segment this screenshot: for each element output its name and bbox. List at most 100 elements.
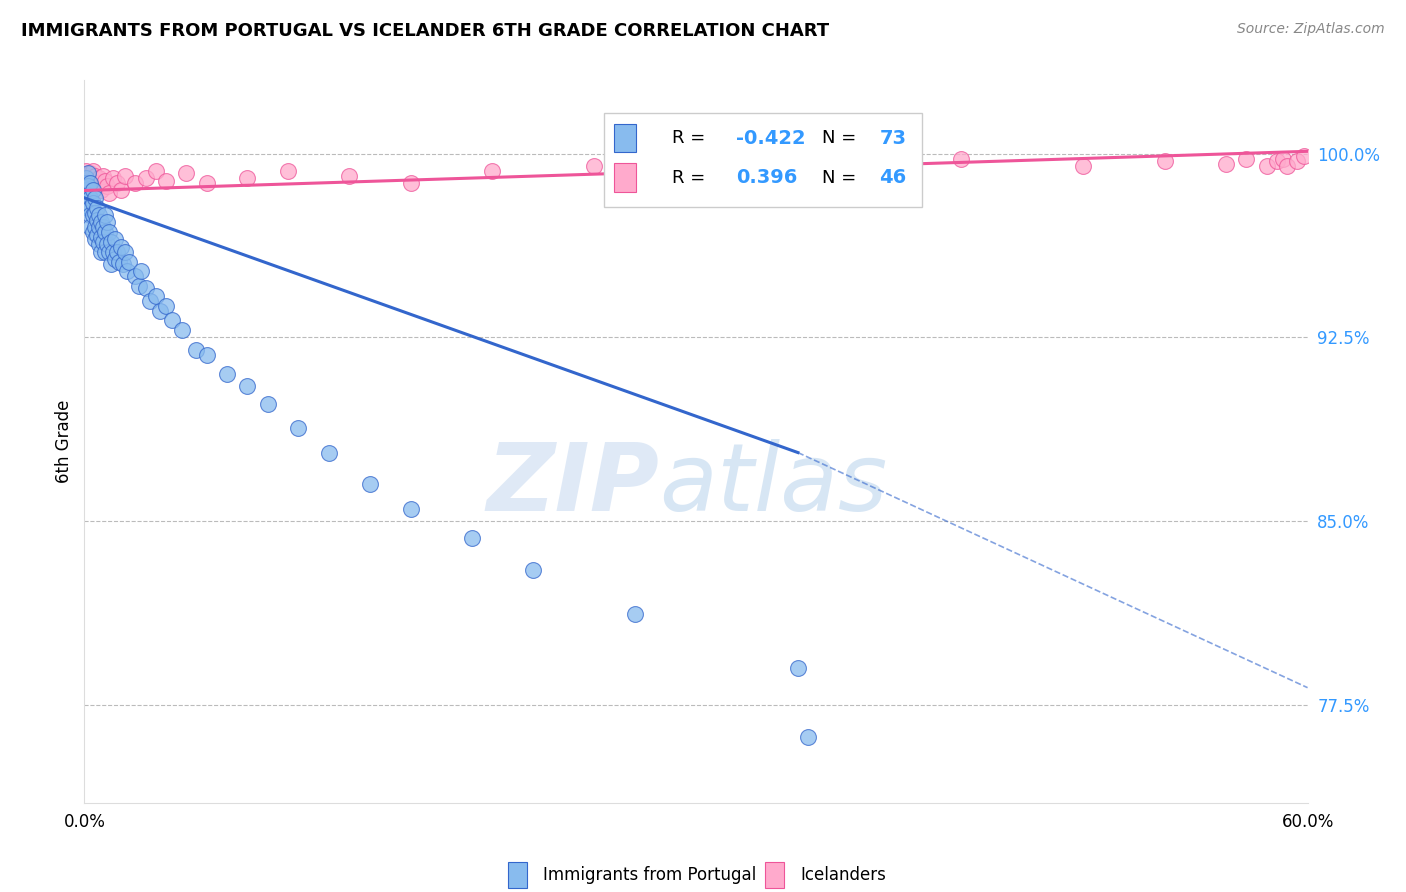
Point [359,477,381,491]
Text: R =: R = [672,169,710,186]
Text: N =: N = [823,129,862,147]
Point [93,244,115,259]
Point [195,176,218,190]
Point [399,176,422,190]
Point [624,607,647,622]
Point [90,244,112,259]
Point [75,184,97,198]
Point [93,225,115,239]
Text: IMMIGRANTS FROM PORTUGAL VS ICELANDER 6TH GRADE CORRELATION CHART: IMMIGRANTS FROM PORTUGAL VS ICELANDER 6T… [21,22,830,40]
Point [172,323,194,337]
Point [83,181,105,195]
Point [186,343,208,357]
Point [97,244,120,259]
Point [97,225,120,239]
Point [104,252,127,266]
Point [787,661,810,675]
Point [79,201,101,215]
Point [100,257,122,271]
Point [87,220,110,235]
Text: 73: 73 [880,128,907,147]
Point [124,269,146,284]
Text: Source: ZipAtlas.com: Source: ZipAtlas.com [1237,22,1385,37]
Text: Immigrants from Portugal: Immigrants from Portugal [543,866,756,884]
Point [1256,159,1278,173]
Point [90,215,112,229]
Point [79,178,101,193]
Point [118,254,141,268]
Point [236,171,259,186]
Point [77,184,100,198]
Point [86,227,108,242]
Text: atlas: atlas [659,440,887,531]
Point [101,171,124,186]
Point [96,215,118,229]
Point [145,164,167,178]
Point [155,299,177,313]
Text: N =: N = [823,169,862,186]
Point [79,220,101,235]
Point [79,208,101,222]
Point [461,531,484,545]
Point [1236,152,1258,166]
Point [174,166,197,180]
Point [236,379,259,393]
Point [75,164,97,178]
Point [87,237,110,252]
Point [145,289,167,303]
Point [277,164,299,178]
Point [128,279,150,293]
FancyBboxPatch shape [605,112,922,207]
Point [685,164,707,178]
Point [75,176,97,190]
Point [83,232,105,246]
Point [155,174,177,188]
Point [77,178,100,193]
Point [93,174,115,188]
Text: 0.396: 0.396 [737,169,797,187]
Text: 46: 46 [880,169,907,187]
Point [217,367,239,381]
Point [1286,154,1309,169]
Point [79,191,101,205]
Point [1265,154,1288,169]
Point [100,235,122,249]
Point [83,205,105,219]
Point [82,208,104,222]
Point [79,166,101,180]
Point [135,281,157,295]
Point [481,164,503,178]
Point [131,264,153,278]
Text: R =: R = [672,129,710,147]
Point [82,184,104,198]
Text: Icelanders: Icelanders [800,866,886,884]
Point [77,201,100,215]
Point [112,257,135,271]
Text: ZIP: ZIP [486,439,659,531]
Point [82,195,104,210]
Point [96,178,118,193]
Point [950,152,973,166]
Point [93,208,115,222]
Point [124,176,146,190]
Point [77,188,100,202]
Point [318,445,340,459]
Point [91,220,114,235]
Point [160,313,183,327]
Point [1272,152,1295,166]
Point [82,174,104,188]
Point [75,171,97,186]
Point [86,201,108,215]
Point [114,244,136,259]
Point [96,237,118,252]
Point [87,171,110,186]
Point [195,348,218,362]
Point [90,230,112,244]
Point [135,171,157,186]
Point [83,169,105,183]
Point [86,213,108,227]
Point [399,502,422,516]
Point [522,563,544,577]
Point [257,396,280,410]
Point [75,176,97,190]
